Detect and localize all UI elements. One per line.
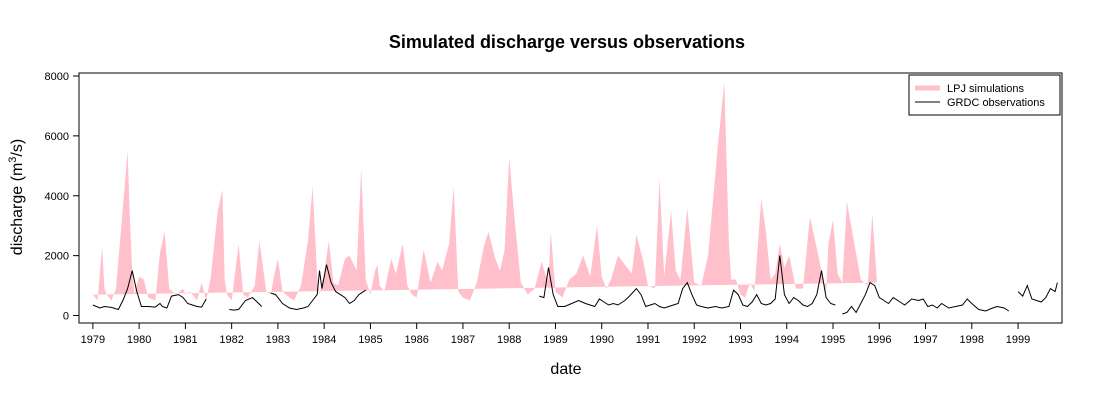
y-tick-label: 2000 xyxy=(45,251,69,263)
y-axis-title-prefix: discharge (m xyxy=(9,163,26,255)
observation-segment-5 xyxy=(1017,282,1058,303)
x-axis: 1979 1980 1981 1982 1983 1984 1985 1986 1987 1988… xyxy=(81,322,1030,346)
x-tick-label: 1980 xyxy=(127,334,151,346)
x-tick-label: 1991 xyxy=(636,334,660,346)
x-tick-label: 1981 xyxy=(173,334,197,346)
x-tick-label: 1988 xyxy=(497,334,521,346)
legend-label-observations: GRDC observations xyxy=(947,97,1045,109)
observation-segment-1 xyxy=(229,297,263,311)
y-axis-title: discharge (m3/s) xyxy=(7,139,26,255)
x-tick-label: 1982 xyxy=(219,334,243,346)
simulation-band xyxy=(92,82,877,301)
x-tick-label: 1993 xyxy=(728,334,752,346)
x-tick-label: 1990 xyxy=(589,334,613,346)
legend-box xyxy=(908,74,1061,116)
observation-segment-2 xyxy=(270,264,367,311)
x-tick-label: 1998 xyxy=(960,334,984,346)
x-tick-label: 1997 xyxy=(913,334,937,346)
x-tick-label: 1984 xyxy=(312,334,336,346)
observation-segment-0 xyxy=(92,270,207,311)
x-tick-label: 1985 xyxy=(358,334,382,346)
simulation-band-layer xyxy=(92,82,877,301)
x-tick-label: 1992 xyxy=(682,334,706,346)
x-tick-label: 1989 xyxy=(543,334,567,346)
x-tick-label: 1996 xyxy=(867,334,891,346)
chart-title: Simulated discharge versus observations xyxy=(389,32,745,52)
observation-segment-4 xyxy=(842,281,1010,315)
y-tick-label: 0 xyxy=(63,311,69,323)
y-axis-title-suffix: /s) xyxy=(9,139,26,157)
x-axis-title: date xyxy=(550,361,581,378)
y-tick-label: 6000 xyxy=(45,131,69,143)
x-tick-label: 1999 xyxy=(1006,334,1030,346)
y-tick-label: 4000 xyxy=(45,191,69,203)
x-tick-label: 1994 xyxy=(775,334,799,346)
x-tick-label: 1983 xyxy=(266,334,290,346)
y-tick-label: 8000 xyxy=(45,71,69,83)
observation-segment-3 xyxy=(539,255,836,309)
legend-label-simulations: LPJ simulations xyxy=(947,83,1025,95)
x-tick-label: 1986 xyxy=(404,334,428,346)
y-axis-title-superscript: 3 xyxy=(7,157,19,163)
x-tick-label: 1995 xyxy=(821,334,845,346)
legend: LPJ simulations GRDC observations xyxy=(908,74,1061,116)
observation-line-layer xyxy=(92,255,1058,315)
y-axis: 0 2000 4000 6000 8000 xyxy=(45,71,80,323)
x-tick-label: 1987 xyxy=(451,334,475,346)
x-tick-label: 1979 xyxy=(81,334,105,346)
